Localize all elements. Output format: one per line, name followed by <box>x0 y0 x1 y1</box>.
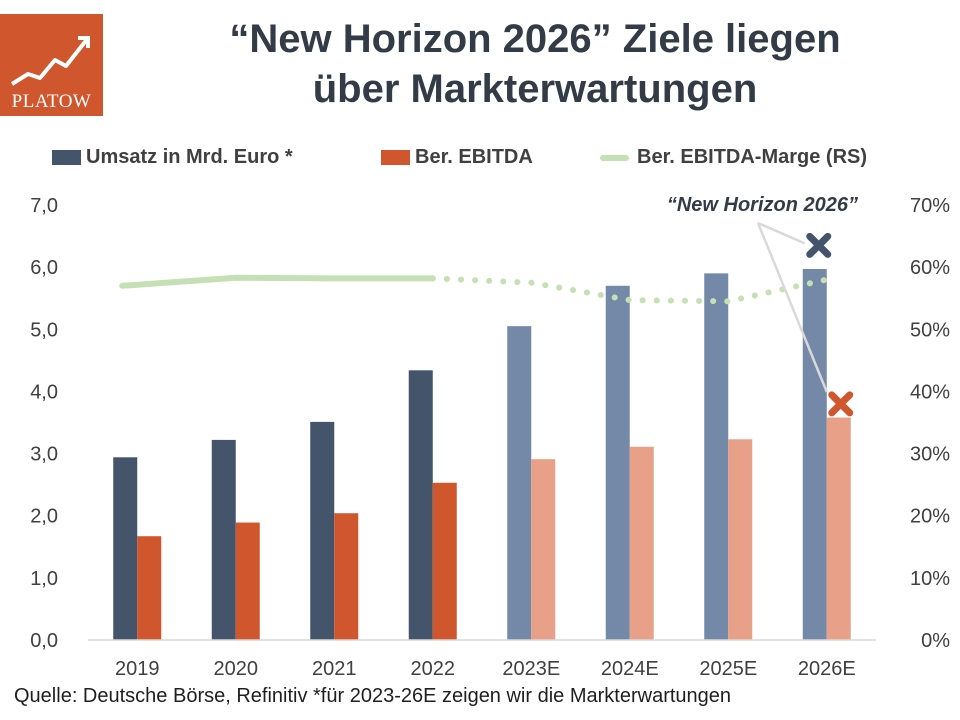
bar-ebitda <box>826 417 851 640</box>
bar-ebitda <box>334 513 359 640</box>
title-line-2: über Markterwartungen <box>312 67 758 111</box>
legend-label-ebitda: Ber. EBITDA <box>415 146 533 168</box>
y2-tick-label: 60% <box>910 257 950 279</box>
y2-tick-label: 0% <box>921 630 950 652</box>
x-tick-label: 2024E <box>601 658 659 680</box>
bar-ebitda <box>531 459 556 640</box>
bar-ebitda <box>728 439 753 640</box>
x-tick-label: 2020 <box>214 658 259 680</box>
x-tick-label: 2023E <box>502 658 560 680</box>
bar-revenue <box>310 421 335 640</box>
y2-tick-label: 70% <box>910 195 950 217</box>
legend-swatch-margin <box>600 154 629 161</box>
callout-line-revenue <box>757 221 806 245</box>
y-tick-label: 4,0 <box>30 381 58 403</box>
bar-revenue <box>113 457 138 640</box>
title-line-1: “New Horizon 2026” Ziele liegen <box>229 17 841 61</box>
bar-ebitda <box>137 536 162 640</box>
bar-revenue <box>605 285 630 640</box>
target-marker-ebitda-icon <box>828 391 854 417</box>
legend-label-revenue: Umsatz in Mrd. Euro * <box>86 146 293 168</box>
y2-tick-label: 30% <box>910 444 950 466</box>
bar-revenue <box>802 269 827 640</box>
y2-tick-label: 20% <box>910 506 950 528</box>
y-tick-label: 6,0 <box>30 257 58 279</box>
legend-item-margin: Ber. EBITDA-Marge (RS) <box>600 146 867 169</box>
bar-ebitda <box>235 522 260 640</box>
bar-revenue <box>507 326 532 640</box>
x-tick-label: 2025E <box>699 658 757 680</box>
y-tick-label: 7,0 <box>30 195 58 217</box>
y2-tick-label: 10% <box>910 568 950 590</box>
bar-ebitda <box>629 446 654 640</box>
legend-item-ebitda: Ber. EBITDA <box>381 146 533 169</box>
y-tick-label: 2,0 <box>30 506 58 528</box>
y2-tick-label: 50% <box>910 319 950 341</box>
x-tick-label: 2026E <box>798 658 856 680</box>
legend-label-margin: Ber. EBITDA-Marge (RS) <box>637 146 868 168</box>
platow-logo: PLATOW <box>0 14 103 116</box>
legend-swatch-ebitda <box>381 150 410 165</box>
x-tick-label: 2022 <box>411 658 456 680</box>
source-note: Quelle: Deutsche Börse, Refinitiv *für 2… <box>14 685 732 707</box>
x-tick-label: 2021 <box>312 658 357 680</box>
legend-swatch-revenue <box>52 150 81 165</box>
y2-tick-label: 40% <box>910 381 950 403</box>
logo-text: PLATOW <box>11 91 92 112</box>
bar-ebitda <box>432 482 457 640</box>
trend-arrow-icon <box>10 36 90 86</box>
bar-revenue <box>408 370 433 640</box>
bar-revenue <box>704 273 729 640</box>
bar-revenue <box>211 439 236 640</box>
x-tick-label: 2019 <box>115 658 160 680</box>
margin-line-estimate <box>429 275 830 305</box>
y-tick-label: 1,0 <box>30 568 58 590</box>
legend-item-revenue: Umsatz in Mrd. Euro * <box>52 146 293 169</box>
chart-title: “New Horizon 2026” Ziele liegen über Mar… <box>110 14 960 114</box>
y-tick-label: 5,0 <box>30 319 58 341</box>
margin-line-actual <box>119 274 436 289</box>
legend: Umsatz in Mrd. Euro * Ber. EBITDA Ber. E… <box>0 146 960 174</box>
target-marker-revenue-icon <box>806 232 832 258</box>
y-tick-label: 3,0 <box>30 444 58 466</box>
y-tick-label: 0,0 <box>30 630 58 652</box>
target-annotation: “New Horizon 2026” <box>667 194 858 216</box>
callout-line-ebitda <box>756 222 828 393</box>
